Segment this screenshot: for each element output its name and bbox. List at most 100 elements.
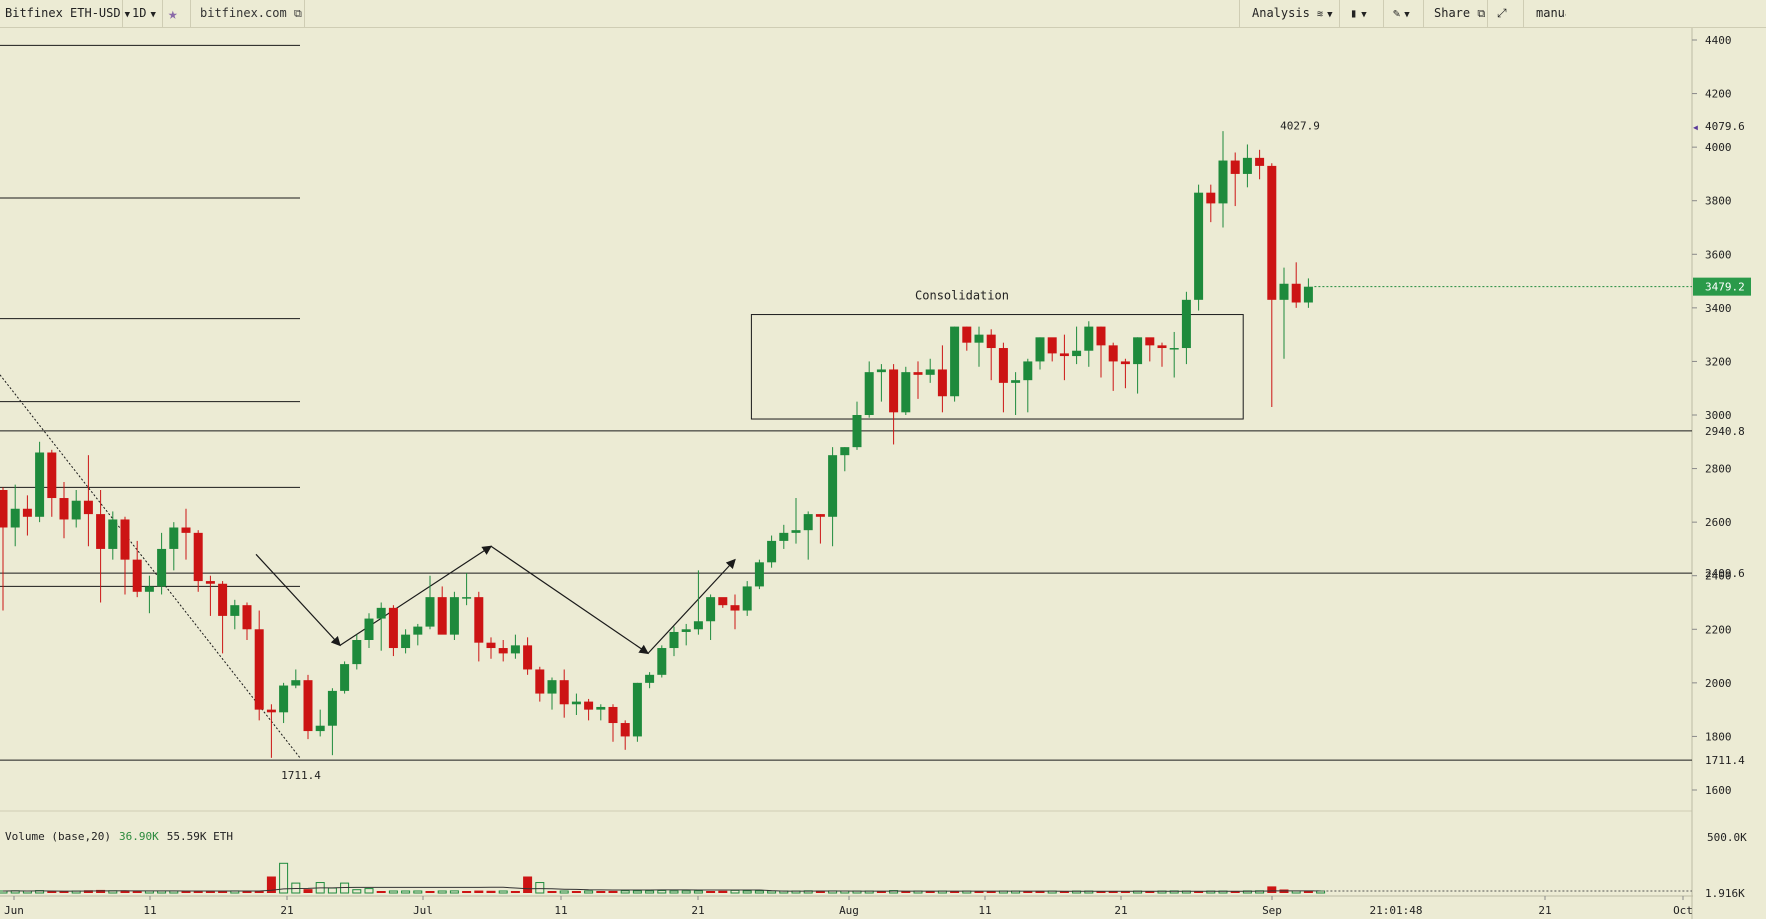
candle-body: [510, 645, 520, 654]
y-tick-label: 1800: [1705, 730, 1732, 743]
candle-body: [1291, 283, 1301, 303]
candle-body: [1011, 380, 1021, 383]
candle-body: [144, 586, 154, 592]
volume-ma-line: [2, 886, 1321, 892]
volume-bar: [1303, 891, 1313, 893]
volume-bar: [181, 891, 191, 893]
candle-body: [828, 455, 838, 517]
star-icon[interactable]: ★: [168, 4, 178, 23]
price-level-label: 2409.6: [1705, 567, 1745, 580]
x-tick-label: Sep: [1262, 904, 1282, 917]
volume-bar: [815, 890, 825, 893]
candle-body: [401, 634, 411, 649]
volume-bar: [303, 889, 313, 893]
interval-selector[interactable]: 1D ▼: [132, 0, 162, 27]
volume-bar: [584, 890, 594, 894]
chart-toolbar: Bitfinex ETH-USD ▼ 1D ▼ ★ bitfinex.com ⧉ A…: [0, 0, 1766, 28]
volume-legend-label: Volume (base,20): [5, 830, 111, 843]
candle-body: [1084, 326, 1094, 351]
y-tick-label: 2200: [1705, 623, 1732, 636]
candle-body: [1023, 361, 1033, 381]
share-button[interactable]: Share ⧉: [1434, 0, 1490, 27]
candle-body: [1096, 326, 1106, 346]
candle-body: [559, 680, 569, 705]
drawing-tools-menu[interactable]: ✎ ▼: [1393, 0, 1425, 27]
candle-body: [962, 326, 972, 343]
candle-body: [157, 548, 167, 587]
candle-body: [779, 532, 789, 541]
volume-bar: [254, 891, 264, 893]
chevron-down-icon: ▼: [124, 10, 131, 20]
candle-body: [218, 583, 228, 616]
last-price-badge: [1693, 277, 1751, 296]
candle-body: [608, 706, 618, 724]
candle-body: [706, 597, 716, 622]
candle-body: [71, 500, 81, 520]
volume-bar: [596, 891, 606, 893]
y-tick-label: 2800: [1705, 463, 1732, 476]
volume-bar: [364, 888, 374, 894]
volume-bar: [1023, 891, 1033, 893]
y-tick-label: 2000: [1705, 677, 1732, 690]
candle-body: [1072, 350, 1082, 357]
candle-body: [1169, 348, 1179, 350]
volume-bar: [498, 890, 508, 894]
volume-axis-label: 1.916K: [1705, 887, 1745, 900]
price-chart[interactable]: Consolidation 4027.9 1711.4 1600 1800 2000 220…: [0, 28, 1766, 919]
candle-body: [254, 629, 264, 710]
high-price-label: 4027.9: [1280, 120, 1320, 133]
volume-bar: [59, 891, 69, 893]
volume-bar: [462, 891, 472, 893]
toolbar-divider: [1487, 0, 1488, 27]
symbol-selector[interactable]: Bitfinex ETH-USD ▼: [5, 0, 130, 27]
volume-bar: [1108, 891, 1118, 893]
volume-bar: [413, 890, 423, 894]
candle-body: [742, 586, 752, 611]
volume-bar: [1035, 890, 1045, 893]
candle-body: [815, 514, 825, 517]
candle-body: [474, 597, 484, 643]
y-tick-label: 3800: [1705, 195, 1732, 208]
x-tick-label: Jun: [4, 904, 24, 917]
candle-body: [10, 508, 20, 528]
volume-bar: [96, 889, 106, 893]
site-link[interactable]: bitfinex.com ⧉: [200, 0, 302, 27]
volume-bar: [754, 890, 764, 894]
candle-body: [620, 723, 630, 737]
volume-legend: Volume (base,20) 36.90K 55.59K ETH: [5, 830, 233, 843]
y-tick-label: 3600: [1705, 248, 1732, 261]
volume-bar: [535, 882, 545, 894]
x-tick-label: 11: [554, 904, 567, 917]
volume-bar: [242, 891, 252, 893]
site-label: bitfinex.com: [200, 6, 287, 20]
candle-body: [1230, 160, 1240, 174]
volume-bar: [632, 890, 642, 894]
candle-body: [242, 605, 252, 630]
analysis-menu[interactable]: Analysis ≋ ▼: [1252, 0, 1336, 27]
volume-value-1: 36.90K: [118, 830, 159, 843]
candle-body: [1206, 192, 1216, 204]
volume-bar: [486, 890, 496, 893]
candle-body: [1181, 299, 1191, 349]
mode-label[interactable]: manua: [1536, 6, 1566, 20]
candle-body: [986, 334, 996, 349]
candle-body: [340, 664, 350, 691]
volume-bar: [218, 890, 228, 893]
toolbar-divider: [1383, 0, 1384, 27]
collapse-icon[interactable]: ⤢: [1497, 6, 1507, 20]
volume-bar: [401, 890, 411, 894]
candle-body: [1218, 160, 1228, 204]
candle-body: [1035, 337, 1045, 362]
candle-body: [657, 648, 667, 675]
volume-axis-badge: [1693, 885, 1766, 900]
volume-bar: [718, 890, 728, 893]
candle-body: [791, 530, 801, 533]
volume-axis-label: 500.0K: [1707, 831, 1747, 844]
chevron-down-icon: ▼: [150, 10, 156, 20]
candle-body: [1047, 337, 1057, 354]
y-tick-label: 2400: [1705, 570, 1732, 583]
chart-type-menu[interactable]: ▮ ▼: [1350, 0, 1382, 27]
candle-body: [925, 369, 935, 375]
volume-bar: [352, 889, 362, 894]
candle-body: [1303, 286, 1313, 303]
